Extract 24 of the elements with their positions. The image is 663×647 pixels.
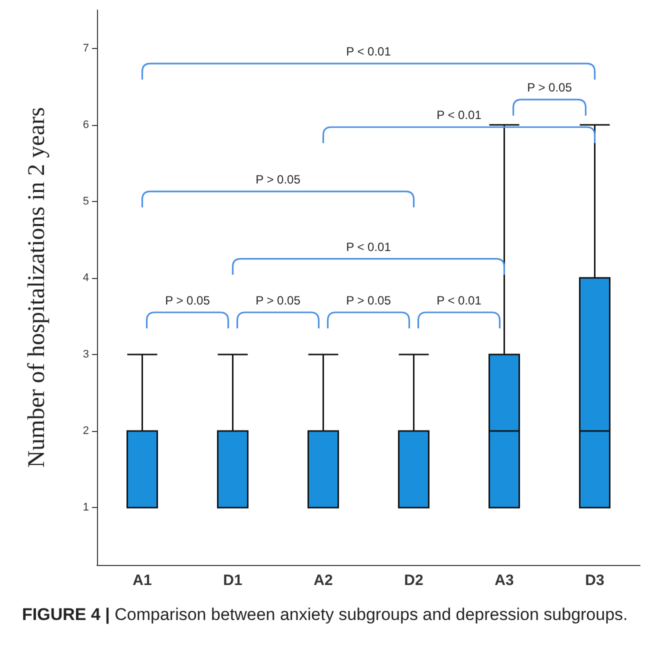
annotation: P < 0.01 — [346, 44, 392, 59]
x-tick-label: D3 — [585, 572, 604, 589]
annotation: P > 0.05 — [165, 293, 210, 308]
y-tick-label: 6 — [82, 118, 89, 131]
y-tick-label: 4 — [82, 272, 89, 284]
annotation: P < 0.01 — [436, 108, 482, 122]
y-axis-title: Number of hospitalizations in 2 years — [24, 107, 50, 468]
x-tick-label: D2 — [404, 572, 424, 589]
y-tick-label: 2 — [82, 425, 89, 438]
annotation: P < 0.01 — [346, 240, 392, 254]
annotation: P < 0.01 — [436, 293, 482, 308]
x-tick-label: A3 — [494, 572, 514, 589]
y-tick-label: 1 — [82, 502, 89, 514]
y-tick-label: 3 — [82, 348, 89, 360]
y-tick-label: 7 — [82, 42, 89, 54]
y-tick-label: 5 — [82, 195, 89, 208]
x-tick-label: D1 — [223, 572, 242, 589]
caption: FIGURE 4 | Comparison between anxiety subgroups and depression subgroups. — [22, 604, 629, 626]
annotation: P > 0.05 — [256, 172, 301, 186]
annotation: P > 0.05 — [256, 293, 301, 308]
annotation: P > 0.05 — [527, 80, 572, 95]
x-tick-label: A2 — [314, 572, 333, 589]
x-tick-label: A1 — [132, 572, 152, 589]
annotation: P > 0.05 — [346, 293, 392, 308]
